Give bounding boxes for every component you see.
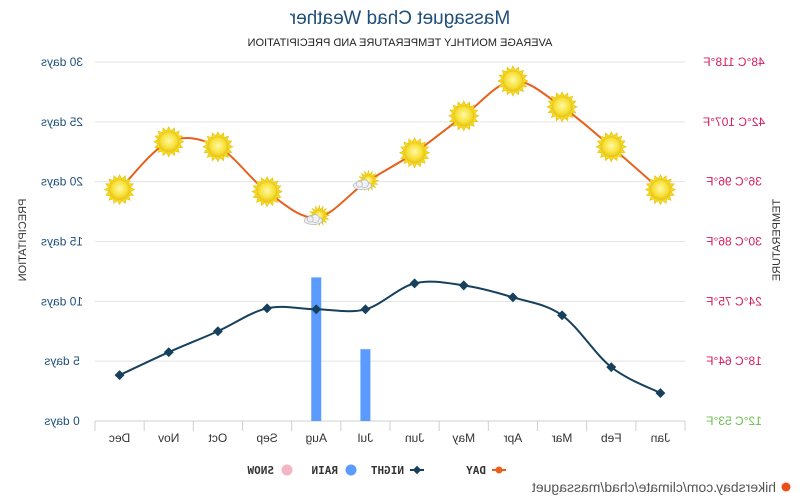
chart-title: Massaguet Chad Weather <box>289 8 510 29</box>
rain-bar <box>311 277 322 421</box>
x-tick-label: Dec <box>109 431 130 445</box>
legend-item-day[interactable]: DAY <box>466 464 506 477</box>
night-series <box>114 278 666 399</box>
right-axis-tick-label: 42°C 107°F <box>703 115 765 129</box>
left-axis-title: PRECIPITATION <box>17 199 29 282</box>
sun-icon <box>251 175 283 208</box>
right-axis-tick-label: 30°C 86°F <box>706 235 762 249</box>
day-series <box>103 65 677 227</box>
sun-icon <box>153 126 185 158</box>
day-line <box>118 79 662 219</box>
left-axis-ticks: 0 days 5 days 10 days 15 days 20 days 25 days… <box>41 55 83 428</box>
night-point <box>212 326 223 337</box>
sun-icon <box>595 131 627 163</box>
right-axis-tick-label: 48°C 118°F <box>703 55 764 69</box>
sun-icon <box>398 137 431 169</box>
x-tick-label: May <box>452 431 475 445</box>
night-point <box>409 278 420 289</box>
x-tick-label: Jan <box>651 431 670 445</box>
x-tick-label: Apr <box>504 431 523 445</box>
night-point <box>606 362 617 373</box>
night-point <box>163 347 174 358</box>
x-tick-label: Mar <box>552 431 573 445</box>
x-axis-ticks: Jan Feb Mar Apr May Jun Jul Aug Sep Oct Nov Dec <box>109 431 670 445</box>
legend-label: SNOW <box>247 464 274 477</box>
source-link[interactable]: hikersbay.com/climate/chad/massaguet <box>532 479 776 495</box>
gridlines <box>94 61 686 431</box>
left-axis-tick-label: 5 days <box>44 354 79 368</box>
x-tick-label: Sep <box>256 431 278 445</box>
x-tick-label: Aug <box>306 431 327 445</box>
legend-item-rain[interactable]: RAIN <box>312 464 357 477</box>
right-axis-ticks: 12°C 53°F 18°C 64°F 24°C 75°F 30°C 86°F 36°C… <box>703 55 765 428</box>
x-tick-label: Nov <box>158 431 179 445</box>
x-tick-label: Feb <box>601 431 622 445</box>
right-axis-tick-label: 24°C 75°F <box>706 294 762 308</box>
sun-icon <box>644 173 677 206</box>
location-pin-icon <box>781 482 791 492</box>
x-tick-label: Jul <box>358 431 373 445</box>
left-axis-tick-label: 0 days <box>44 414 79 428</box>
rain-bar <box>360 349 371 421</box>
night-point <box>360 304 371 315</box>
legend: DAY NIGHT RAIN SNOW <box>247 464 506 477</box>
night-point <box>507 292 518 303</box>
right-axis-title: TEMPERATURE <box>771 199 783 281</box>
right-axis-tick-label: 18°C 64°F <box>706 354 762 368</box>
rain-bars <box>311 277 371 421</box>
sun-icon <box>497 65 529 97</box>
sun-icon <box>448 100 480 132</box>
night-point <box>655 388 666 399</box>
night-line <box>119 280 661 394</box>
chart-subtitle: AVERAGE MONTHLY TEMPERATURE AND PRECIPIT… <box>248 37 553 49</box>
legend-label: DAY <box>466 464 486 477</box>
sun-icon <box>202 131 234 163</box>
sun-icon <box>103 173 136 206</box>
right-axis-tick-label: 12°C 53°F <box>706 414 762 428</box>
partly-cloudy-icon <box>303 204 331 227</box>
left-axis-tick-label: 15 days <box>41 235 83 249</box>
legend-label: NIGHT <box>371 464 404 477</box>
x-tick-label: Oct <box>208 431 227 445</box>
night-point <box>262 303 273 314</box>
left-axis-tick-label: 10 days <box>41 294 83 308</box>
left-axis-tick-label: 25 days <box>41 115 83 129</box>
night-point <box>114 370 125 381</box>
left-axis-tick-label: 20 days <box>41 175 83 189</box>
source-attribution: hikersbay.com/climate/chad/massaguet <box>532 479 791 495</box>
legend-item-night[interactable]: NIGHT <box>371 464 424 477</box>
legend-label: RAIN <box>312 464 339 477</box>
night-point <box>458 280 469 291</box>
partly-cloudy-icon <box>353 169 380 192</box>
x-tick-label: Jun <box>405 431 424 445</box>
night-point <box>311 304 322 315</box>
sun-icon <box>546 91 578 123</box>
legend-item-snow[interactable]: SNOW <box>247 464 293 477</box>
right-axis-tick-label: 36°C 96°F <box>706 175 762 189</box>
left-axis-tick-label: 30 days <box>41 55 83 69</box>
